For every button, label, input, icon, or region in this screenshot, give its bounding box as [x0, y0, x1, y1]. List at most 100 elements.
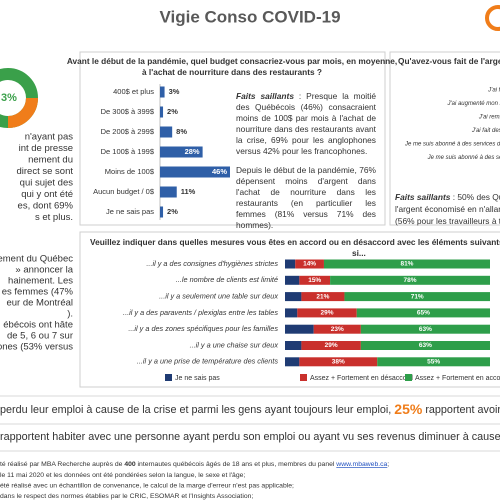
bar-segment [285, 308, 298, 318]
bar-segment [285, 259, 296, 269]
budget-panel [79, 51, 386, 226]
value-label: 81% [400, 261, 413, 268]
category-label: ...il y a une chaise sur deux [190, 340, 279, 349]
savings-facts: Faits saillants : 50% des Qué [395, 192, 500, 202]
bar-segment [356, 308, 490, 318]
answer-label: J'ai augmenté mon budget [446, 101, 500, 107]
legend-label: Je ne sais pas [175, 375, 220, 382]
bar-segment [360, 324, 490, 334]
bar [160, 166, 230, 178]
bar-segment [360, 341, 490, 350]
bar [160, 126, 173, 138]
bar-segment [285, 275, 300, 285]
panel-question: Avant le début de la pandémie, quel budg… [67, 56, 397, 66]
panel-question: à l'achat de nourriture dans des restaur… [142, 67, 322, 77]
facts-label: Faits saillants [236, 91, 294, 101]
highlight-line: rapportent habiter avec une personne aya… [0, 431, 500, 443]
left-text: ébécois ont hâte [3, 320, 73, 331]
bar [160, 146, 203, 158]
bar-segment [299, 275, 331, 285]
category-label: ...il y a des zones spécifiques pour les… [128, 324, 278, 333]
bar-segment [313, 324, 361, 334]
left-text: int de presse [19, 143, 73, 154]
bar [160, 106, 164, 118]
left-text: qui y ont été [21, 189, 73, 200]
category-label: 400$ et plus [113, 87, 154, 96]
category-label: De 100$ à 199$ [101, 147, 155, 156]
value-label: 63% [419, 326, 432, 333]
left-text: hainement. Les [8, 276, 73, 287]
text: ; [387, 461, 389, 468]
bar-segment [297, 308, 357, 318]
left-text: » annoncer la [15, 265, 73, 276]
category-label: Moins de 100$ [105, 167, 155, 176]
left-text: hones (53% versus [0, 342, 73, 353]
value-label: 21% [316, 293, 329, 300]
value-label: 2% [167, 207, 178, 216]
value-label: 3% [169, 87, 180, 96]
value-label: 29% [325, 342, 338, 349]
left-text: direct se sont [17, 166, 74, 177]
category-label: ...il y a seulement une table sur deux [159, 292, 278, 301]
text: rapportent avoir subi un [422, 404, 500, 416]
savings-panel [389, 51, 500, 226]
value-label: 8% [176, 127, 187, 136]
legend-label: Assez + Fortement en accord [415, 375, 500, 382]
left-text: es, dont 69% [18, 201, 74, 212]
page-title: Vigie Conso COVID-19 [159, 7, 340, 26]
category-label: ...il y a des paravents / plexiglas entr… [123, 308, 278, 317]
value-label: 28% [185, 147, 200, 156]
footer-note: té réalisé par MBA Recherche auprès de 4… [0, 461, 389, 468]
answer-label: J'ai fait des [487, 88, 500, 94]
panel-question: Veuillez indiquer dans quelles mesures v… [90, 237, 500, 247]
value-label: 55% [427, 359, 440, 366]
link[interactable]: www.mbaweb.ca [335, 461, 387, 468]
panel-question: si... [352, 248, 366, 258]
category-label: ...il y a une prise de température des c… [137, 357, 278, 366]
value-label: 46% [212, 167, 227, 176]
left-text: nement du [28, 155, 73, 166]
left-text: eur de Montréal [6, 298, 73, 309]
bar-segment [285, 357, 300, 367]
value-label: 29% [321, 310, 334, 317]
bar-segment [330, 275, 490, 285]
logo [485, 5, 500, 31]
bar-segment [285, 324, 314, 334]
bar [160, 186, 177, 198]
value-label: 63% [419, 342, 432, 349]
bar [160, 206, 164, 218]
legend-swatch [405, 374, 412, 381]
savings-facts: (56% pour les travailleurs à temps [395, 216, 500, 226]
value-label: 65% [417, 310, 430, 317]
answer-label: Je me suis abonné à des services de plat… [404, 142, 500, 148]
answer-label: J'ai fait des achat [471, 128, 500, 134]
donut-segment [7, 97, 38, 128]
value-label: 2% [167, 107, 178, 116]
budget-facts-2: Depuis le début de la pandémie, 76% dépe… [236, 165, 376, 230]
category-label: ...le nombre de clients est limité [176, 275, 278, 284]
bar-segment [285, 292, 302, 302]
footer-note: le 11 mai 2020 et les données ont été po… [0, 472, 245, 479]
facts-text: : Presque la moitié des Québécois (46%) … [236, 91, 377, 156]
bar-segment [344, 292, 490, 302]
category-label: ...il y a des consignes d'hygiènes stric… [146, 259, 278, 268]
left-text: s et plus. [35, 212, 73, 223]
donut-label: 3% [1, 92, 17, 104]
value-label: 71% [411, 293, 424, 300]
highlight-number: 25% [394, 401, 423, 417]
bar-segment [301, 341, 361, 350]
value-label: 78% [404, 277, 417, 284]
value-label: 15% [308, 277, 321, 284]
measures-panel [79, 231, 500, 388]
bar-segment [323, 259, 490, 269]
value-label: 23% [331, 326, 344, 333]
text: té réalisé par MBA Recherche auprès de [0, 461, 124, 468]
value-label: 11% [181, 187, 196, 196]
answer-label: Je me suis abonné à des services [427, 155, 500, 161]
value-label: 38% [332, 359, 345, 366]
savings-facts: l'argent économisé en n'allant [395, 204, 500, 214]
bar-segment [377, 357, 490, 367]
facts-text: : 50% des Qué [450, 192, 500, 202]
text: perdu leur emploi à cause de la crise et… [0, 404, 394, 416]
